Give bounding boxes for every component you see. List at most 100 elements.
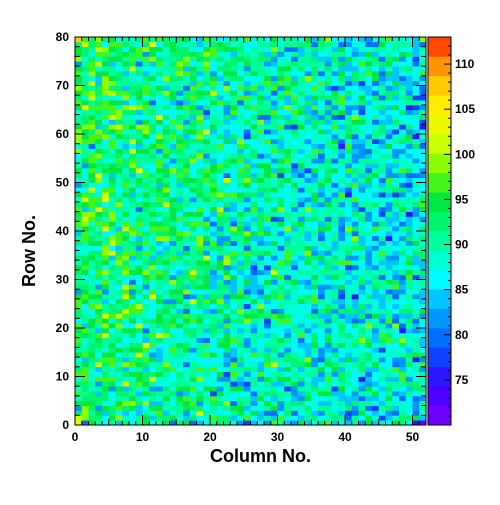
heatmap-cell xyxy=(291,56,299,62)
heatmap-cell xyxy=(135,420,143,426)
heatmap-cell xyxy=(304,294,312,300)
heatmap-cell xyxy=(122,235,130,242)
heatmap-cell xyxy=(210,352,218,358)
heatmap-cell xyxy=(223,216,231,222)
heatmap-cell xyxy=(419,51,427,57)
heatmap-cell xyxy=(81,80,89,86)
heatmap-cell xyxy=(196,269,204,275)
heatmap-cell xyxy=(365,129,373,135)
heatmap-cell xyxy=(230,405,238,411)
heatmap-cell xyxy=(216,357,224,363)
heatmap-cell xyxy=(351,289,359,295)
heatmap-cell xyxy=(324,153,332,159)
heatmap-cell xyxy=(81,328,89,334)
heatmap-cell xyxy=(378,410,386,416)
heatmap-cell xyxy=(88,240,96,246)
heatmap-cell xyxy=(102,41,110,48)
heatmap-cell xyxy=(203,371,211,377)
heatmap-cell xyxy=(345,211,353,217)
heatmap-cell xyxy=(237,221,245,227)
heatmap-cell xyxy=(284,415,292,421)
heatmap-cell xyxy=(291,61,299,67)
heatmap-cell xyxy=(304,138,312,145)
heatmap-cell xyxy=(237,269,245,275)
heatmap-cell xyxy=(412,129,420,135)
heatmap-cell xyxy=(102,85,110,91)
heatmap-cell xyxy=(284,361,292,368)
heatmap-cell xyxy=(122,182,130,188)
heatmap-cell xyxy=(81,303,89,309)
heatmap-cell xyxy=(142,279,150,285)
heatmap-cell xyxy=(264,163,272,169)
heatmap-cell xyxy=(385,41,393,48)
heatmap-cell xyxy=(162,274,170,280)
heatmap-cell xyxy=(405,361,413,368)
heatmap-cell xyxy=(297,308,305,314)
heatmap-cell xyxy=(338,197,346,203)
heatmap-cell xyxy=(331,158,339,164)
heatmap-cell xyxy=(223,255,231,261)
heatmap-cell xyxy=(264,347,272,353)
heatmap-cell xyxy=(338,119,346,125)
heatmap-cell xyxy=(223,357,231,363)
heatmap-cell xyxy=(257,90,265,96)
heatmap-cell xyxy=(210,318,218,324)
heatmap-cell xyxy=(284,153,292,159)
heatmap-cell xyxy=(399,75,407,81)
heatmap-cell xyxy=(142,104,150,111)
heatmap-cell xyxy=(156,274,164,280)
heatmap-cell xyxy=(419,85,427,91)
heatmap-cell xyxy=(223,386,231,392)
heatmap-cell xyxy=(230,381,238,387)
heatmap-cell xyxy=(169,337,177,343)
heatmap-cell xyxy=(81,250,89,256)
heatmap-cell xyxy=(108,303,116,309)
heatmap-cell xyxy=(270,177,278,183)
heatmap-cell xyxy=(216,211,224,217)
heatmap-cell xyxy=(237,114,245,120)
heatmap-cell xyxy=(284,197,292,203)
heatmap-cell xyxy=(183,85,191,91)
heatmap-cell xyxy=(351,75,359,81)
heatmap-cell xyxy=(129,197,137,203)
heatmap-cell xyxy=(257,318,265,324)
heatmap-cell xyxy=(392,420,400,426)
heatmap-cell xyxy=(162,231,170,237)
heatmap-cell xyxy=(183,231,191,237)
heatmap-cell xyxy=(304,216,312,222)
heatmap-cell xyxy=(405,85,413,91)
heatmap-cell xyxy=(142,274,150,280)
heatmap-cell xyxy=(102,216,110,222)
heatmap-cell xyxy=(102,332,110,339)
heatmap-cell xyxy=(115,182,123,188)
heatmap-cell xyxy=(351,41,359,48)
heatmap-cell xyxy=(412,80,420,86)
heatmap-cell xyxy=(196,337,204,343)
heatmap-cell xyxy=(419,109,427,115)
heatmap-cell xyxy=(149,361,157,368)
heatmap-cell xyxy=(95,337,103,343)
heatmap-cell xyxy=(345,46,353,52)
heatmap-cell xyxy=(169,221,177,227)
heatmap-cell xyxy=(270,114,278,120)
heatmap-cell xyxy=(405,66,413,72)
heatmap-cell xyxy=(378,323,386,329)
heatmap-cell xyxy=(135,255,143,261)
heatmap-cell xyxy=(399,294,407,300)
heatmap-cell xyxy=(183,100,191,106)
heatmap-cell xyxy=(203,104,211,111)
heatmap-cell xyxy=(88,138,96,145)
heatmap-cell xyxy=(135,95,143,101)
heatmap-cell xyxy=(162,298,170,305)
heatmap-cell xyxy=(81,337,89,343)
heatmap-cell xyxy=(88,221,96,227)
heatmap-cell xyxy=(162,289,170,295)
heatmap-cell xyxy=(149,240,157,246)
heatmap-cell xyxy=(284,124,292,130)
heatmap-cell xyxy=(135,323,143,329)
heatmap-cell xyxy=(399,109,407,115)
heatmap-cell xyxy=(291,357,299,363)
heatmap-cell xyxy=(412,197,420,203)
heatmap-cell xyxy=(257,235,265,242)
heatmap-cell xyxy=(284,138,292,145)
